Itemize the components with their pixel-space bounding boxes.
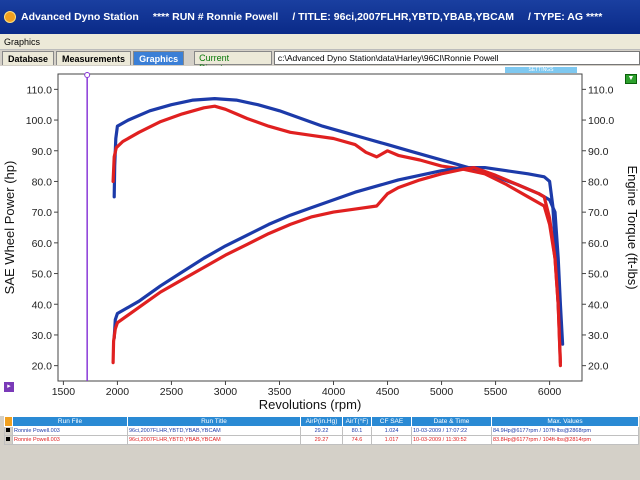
current-directory-label: Current Directory [194,51,272,73]
x-tick-label: 3000 [214,386,238,398]
cell-date-time: 10-03-2009 / 11:30:52 [411,435,492,445]
y2-tick-label: 20.0 [588,361,609,373]
x-tick-label: 5000 [430,386,454,398]
y-tick-label: 70.0 [32,207,53,219]
row-marker[interactable] [4,426,13,436]
col-date-time[interactable]: Date & Time [411,416,492,427]
cell-run-title: 96ci,2007FLHR,YBTD,YBAB,YBCAM [127,435,301,445]
y-tick-label: 50.0 [32,269,53,281]
menu-bar: Graphics [0,34,640,50]
x-tick-label: 4000 [322,386,346,398]
col-air-temp[interactable]: AirT(°F) [342,416,372,427]
cell-date-time: 10-03-2009 / 17:07:22 [411,426,492,436]
power-series-line [111,166,562,368]
col-run-title[interactable]: Run Title [127,416,301,427]
app-logo-icon [4,11,16,23]
y-tick-label: 20.0 [32,361,53,373]
y2-tick-label: 80.0 [588,176,609,188]
scroll-arrow-icon[interactable]: ▸ [4,382,14,392]
cell-air-temp: 74.6 [342,435,372,445]
y2-tick-label: 50.0 [588,269,609,281]
cell-run-title: 96ci,2007FLHR,YBTD,YBAB,YBCAM [127,426,301,436]
x-tick-label: 6000 [538,386,562,398]
settings-button[interactable]: SETTINGS [505,67,577,73]
power-series-line [112,166,562,343]
x-tick-label: 2500 [160,386,184,398]
run-title: **** RUN # Ronnie Powell [152,11,279,23]
y-tick-label: 80.0 [32,176,53,188]
x-tick-label: 1500 [52,386,76,398]
expand-down-icon[interactable]: ▼ [625,74,637,84]
y2-tick-label: 30.0 [588,330,609,342]
cell-cf-sae: 1.024 [371,426,412,436]
cell-run-file: Ronnie Powell.003 [12,435,128,445]
torque-series-line [111,104,562,365]
y-tick-label: 60.0 [32,238,53,250]
y2-tick-label: 100.0 [588,115,614,127]
rpm-cursor-handle [84,72,91,78]
y-tick-label: 40.0 [32,299,53,311]
cell-air-pressure: 29.27 [300,435,343,445]
cell-air-pressure: 29.22 [300,426,343,436]
dyno-chart: 1500 2000 2500 3000 3500 4000 4500 5000 5500 6000… [0,66,640,416]
toolbar: Database Measurements Graphics Current D… [0,50,640,73]
current-directory-input[interactable] [273,51,640,65]
tab-measurements[interactable]: Measurements [56,51,132,65]
tab-graphics[interactable]: Graphics [133,51,185,65]
row-marker[interactable] [4,435,13,445]
y2-tick-label: 110.0 [588,84,614,96]
tab-database[interactable]: Database [2,51,55,65]
torque-series-line [112,97,565,346]
menu-graphics[interactable]: Graphics [4,37,41,47]
title-bar: Advanced Dyno Station **** RUN # Ronnie … [0,0,640,34]
y2-tick-label: 40.0 [588,299,609,311]
table-header-row: Run File Run Title AirP(in.Hg) AirT(°F) … [4,416,639,427]
cell-air-temp: 80.1 [342,426,372,436]
table-row[interactable]: Ronnie Powell.003 96ci,2007FLHR,YBTD,YBA… [4,426,639,436]
cell-run-file: Ronnie Powell.003 [12,426,128,436]
run-description: / TITLE: 96ci,2007FLHR,YBTD,YBAB,YBCAM [292,11,515,23]
col-air-pressure[interactable]: AirP(in.Hg) [300,416,343,427]
x-tick-label: 3500 [268,386,292,398]
plot-frame [57,73,583,382]
col-cf-sae[interactable]: CF SAE [371,416,412,427]
run-table: Run File Run Title AirP(in.Hg) AirT(°F) … [4,416,639,445]
x-axis-label: Revolutions (rpm) [259,397,362,412]
col-run-file[interactable]: Run File [12,416,128,427]
x-tick-label: 5500 [484,386,508,398]
y-tick-label: 100.0 [26,115,52,127]
y-tick-label: 90.0 [32,146,53,158]
cell-max-values: 84.9Hp@6177rpm / 107ft-lbs@2868rpm [491,426,639,436]
y-tick-label: 110.0 [27,84,53,96]
x-tick-label: 4500 [376,386,400,398]
y2-axis-label: Engine Torque (ft-lbs) [625,165,640,289]
app-name: Advanced Dyno Station [21,11,139,23]
y2-tick-label: 70.0 [588,207,609,219]
y2-tick-label: 90.0 [588,146,609,158]
dyno-chart-svg: 1500 2000 2500 3000 3500 4000 4500 5000 5500 6000… [2,72,640,412]
run-grid: Run File Run Title AirP(in.Hg) AirT(°F) … [0,416,640,480]
x-tick-label: 2000 [106,386,130,398]
corner-cell [4,416,13,427]
y-tick-label: 30.0 [32,330,53,342]
cell-cf-sae: 1.017 [371,435,412,445]
y-axis-label: SAE Wheel Power (hp) [2,161,17,295]
y2-tick-label: 60.0 [588,238,609,250]
cell-max-values: 83.8Hp@6177rpm / 104ft-lbs@2814rpm [491,435,639,445]
run-type: / TYPE: AG **** [528,11,603,23]
table-row[interactable]: Ronnie Powell.003 96ci,2007FLHR,YBTD,YBA… [4,435,639,445]
col-max-values[interactable]: Max. Values [491,416,639,427]
